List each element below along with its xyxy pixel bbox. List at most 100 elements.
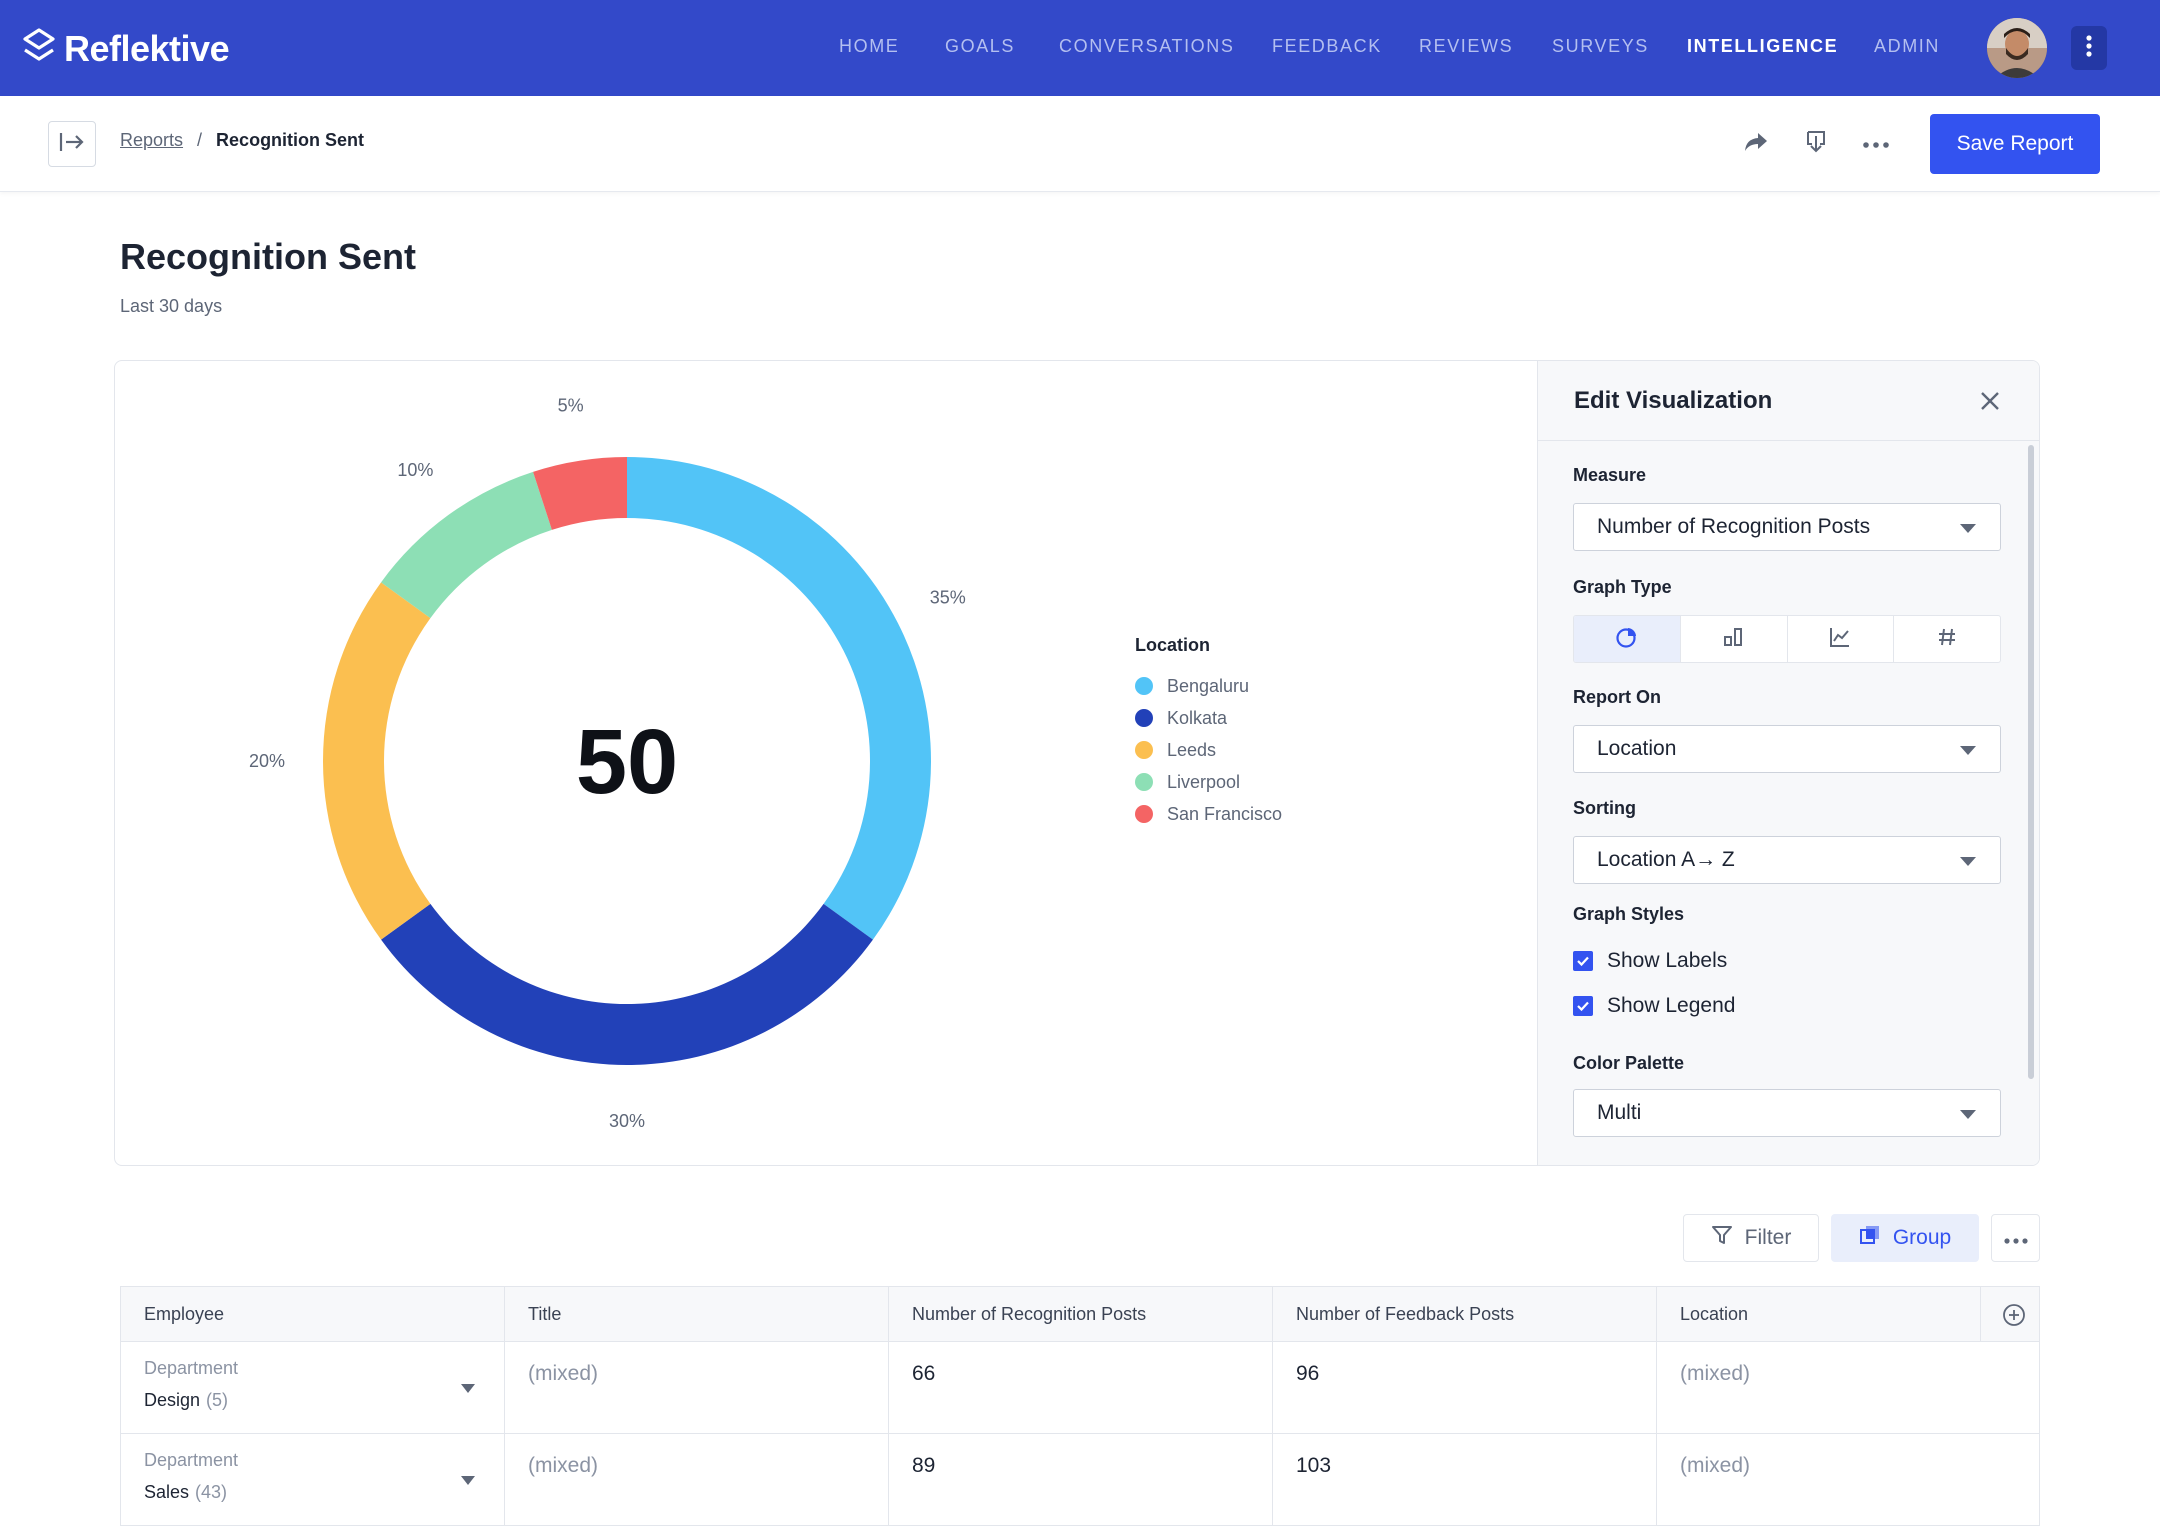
user-avatar[interactable] (1987, 18, 2047, 78)
close-panel-button[interactable] (1976, 387, 2004, 415)
slice-data-label: 30% (609, 1111, 645, 1131)
table-more-button[interactable] (1991, 1214, 2040, 1262)
cell-feedback: 103 (1296, 1454, 1332, 1477)
group-button[interactable]: Group (1831, 1214, 1979, 1262)
group-label: Department (144, 1450, 239, 1470)
nav-home[interactable]: HOME (839, 36, 900, 56)
checkmark-icon (1577, 1001, 1589, 1012)
show-legend-option[interactable]: Show Legend (1573, 994, 1735, 1018)
visualization-card: 35% 30% 20% 10% 5% 50 Location Bengaluru Kolk… (114, 360, 2040, 1166)
nav-admin[interactable]: ADMIN (1874, 36, 1940, 56)
chevron-down-icon (1960, 1110, 1976, 1119)
group-value: Sales (43) (144, 1482, 227, 1503)
table-cell: 103 (1273, 1434, 1657, 1525)
legend-dot (1135, 741, 1153, 759)
more-options-button[interactable] (1860, 128, 1892, 160)
panel-scrollbar[interactable] (2028, 445, 2034, 1079)
chevron-down-icon[interactable] (461, 1384, 475, 1393)
column-header[interactable]: Number of Feedback Posts (1273, 1287, 1657, 1341)
cell-location: (mixed) (1680, 1454, 1751, 1477)
nav-intelligence[interactable]: INTELLIGENCE (1687, 36, 1839, 56)
donut-center-total: 50 (576, 711, 678, 813)
share-icon (1743, 131, 1769, 158)
show-labels-option[interactable]: Show Labels (1573, 949, 1727, 973)
table-row[interactable]: Department Design (5) (mixed) 66 96 (mixe… (120, 1342, 2040, 1434)
nav-feedback[interactable]: FEEDBACK (1272, 36, 1382, 56)
chevron-down-icon (1960, 524, 1976, 533)
breadcrumb-reports-link[interactable]: Reports (120, 130, 184, 150)
column-header[interactable]: Employee (121, 1287, 505, 1341)
column-header-label: Employee (144, 1304, 225, 1324)
legend-label: Liverpool (1167, 771, 1241, 792)
column-header[interactable]: Number of Recognition Posts (889, 1287, 1273, 1341)
expand-sidebar-button[interactable] (48, 121, 96, 167)
cell-feedback: 96 (1296, 1362, 1320, 1385)
chart-area: 35% 30% 20% 10% 5% 50 Location Bengaluru Kolk… (115, 361, 1537, 1165)
group-cell[interactable]: Department Design (5) (121, 1342, 505, 1433)
save-report-button[interactable]: Save Report (1930, 114, 2100, 174)
hash-icon (1937, 627, 1957, 652)
donut-slice-bengaluru[interactable] (627, 457, 931, 940)
measure-select[interactable]: Number of Recognition Posts (1573, 503, 2001, 551)
cell-location: (mixed) (1680, 1362, 1751, 1385)
legend-dot (1135, 805, 1153, 823)
report-on-label: Report On (1573, 687, 1661, 707)
show-legend-checkbox[interactable] (1573, 996, 1593, 1016)
group-cell[interactable]: Department Sales (43) (121, 1434, 505, 1525)
nav-reviews[interactable]: REVIEWS (1419, 36, 1514, 56)
nav-surveys[interactable]: SURVEYS (1552, 36, 1649, 56)
table-row[interactable]: Department Sales (43) (mixed) 89 103 (mix… (120, 1434, 2040, 1526)
chevron-down-icon (1960, 746, 1976, 755)
legend-dot (1135, 709, 1153, 727)
donut-slice-kolkata[interactable] (381, 903, 873, 1065)
sorting-label: Sorting (1573, 798, 1636, 818)
chevron-down-icon[interactable] (461, 1476, 475, 1485)
graph-type-pie-button[interactable] (1574, 616, 1681, 662)
column-header-label: Number of Recognition Posts (912, 1304, 1147, 1324)
report-on-select[interactable]: Location (1573, 725, 2001, 773)
report-on-value: Location (1597, 737, 1677, 760)
show-labels-checkbox[interactable] (1573, 951, 1593, 971)
table-header-row: Employee Title Number of Recognition Pos… (120, 1286, 2040, 1342)
edit-visualization-panel: Edit Visualization Measure Number of Rec… (1537, 361, 2039, 1165)
group-label: Department (144, 1358, 239, 1378)
table-cell: 89 (889, 1434, 1273, 1525)
checkmark-icon (1577, 956, 1589, 967)
app-logo[interactable]: Reflektive (22, 27, 230, 70)
graph-type-line-button[interactable] (1788, 616, 1895, 662)
graph-type-number-button[interactable] (1894, 616, 2000, 662)
legend-item: Leeds (1135, 734, 1282, 766)
group-value: Design (5) (144, 1390, 228, 1411)
filter-button[interactable]: Filter (1683, 1214, 1819, 1262)
column-header[interactable]: Title (505, 1287, 889, 1341)
bar-chart-icon (1722, 625, 1746, 654)
legend-item: Bengaluru (1135, 670, 1282, 702)
column-header[interactable]: Location (1657, 1287, 1981, 1341)
nav-goals[interactable]: GOALS (945, 36, 1016, 56)
share-button[interactable] (1740, 128, 1772, 160)
cell-title: (mixed) (528, 1454, 599, 1477)
nav-conversations[interactable]: CONVERSATIONS (1059, 36, 1235, 56)
download-button[interactable] (1800, 128, 1832, 160)
app-menu-button[interactable] (2071, 26, 2107, 70)
donut-slice-leeds[interactable] (323, 582, 431, 940)
slice-data-label: 20% (249, 751, 285, 771)
show-legend-text: Show Legend (1607, 994, 1736, 1017)
donut-slice-san-francisco[interactable] (533, 457, 627, 530)
graph-type-selector (1573, 615, 2001, 663)
report-header: Reports / Recognition Sent Save Report (0, 96, 2160, 192)
legend-dot (1135, 677, 1153, 695)
legend-label: Kolkata (1167, 707, 1228, 728)
color-palette-select[interactable]: Multi (1573, 1089, 2001, 1137)
breadcrumb-current: Recognition Sent (216, 130, 365, 150)
slice-data-label: 5% (558, 395, 584, 415)
add-column-button[interactable] (1989, 1287, 2039, 1341)
cell-title: (mixed) (528, 1362, 599, 1385)
donut-slice-liverpool[interactable] (381, 471, 552, 619)
sorting-select[interactable]: Location A→ Z (1573, 836, 2001, 884)
cell-recognition: 66 (912, 1362, 936, 1385)
legend-title: Location (1135, 635, 1210, 655)
graph-type-bar-button[interactable] (1681, 616, 1788, 662)
sorting-value: Location A→ Z (1597, 848, 1735, 871)
show-labels-text: Show Labels (1607, 949, 1728, 972)
